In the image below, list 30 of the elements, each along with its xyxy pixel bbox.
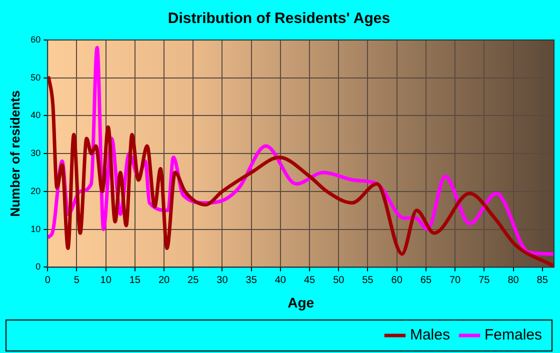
- x-tick-label: 80: [508, 274, 520, 286]
- y-tick-label: 0: [36, 262, 41, 272]
- x-tick-label: 45: [304, 274, 316, 286]
- x-tick-label: 75: [478, 274, 490, 286]
- chart-title: Distribution of Residents' Ages: [168, 10, 390, 28]
- y-tick-label: 60: [30, 34, 41, 44]
- x-tick-label: 55: [362, 274, 374, 286]
- x-tick-label: 50: [333, 274, 345, 286]
- x-tick-label: 85: [536, 274, 548, 286]
- y-tick-label: 20: [30, 186, 41, 196]
- x-tick-label: 70: [449, 274, 462, 286]
- x-axis-title: Age: [288, 294, 314, 310]
- legend-label: Males: [410, 326, 450, 344]
- x-tick-label: 20: [158, 274, 170, 286]
- y-tick-label: 10: [30, 224, 41, 234]
- x-tick-label: 10: [100, 274, 112, 286]
- x-tick-label: 40: [274, 274, 286, 286]
- x-tick-label: 15: [129, 274, 141, 286]
- x-tick-label: 60: [391, 274, 403, 286]
- y-tick-label: 50: [30, 72, 41, 82]
- y-axis-title: Number of residents: [7, 90, 22, 217]
- y-tick-label: 30: [30, 148, 41, 158]
- y-tick-label: 40: [30, 110, 41, 120]
- x-tick-label: 25: [188, 274, 200, 286]
- x-tick-label: 30: [216, 274, 228, 286]
- x-tick-label: 5: [74, 274, 80, 286]
- x-tick-label: 65: [420, 274, 432, 286]
- x-tick-label: 0: [44, 274, 51, 286]
- x-tick-label: 35: [246, 274, 258, 286]
- legend-label: Females: [484, 326, 542, 344]
